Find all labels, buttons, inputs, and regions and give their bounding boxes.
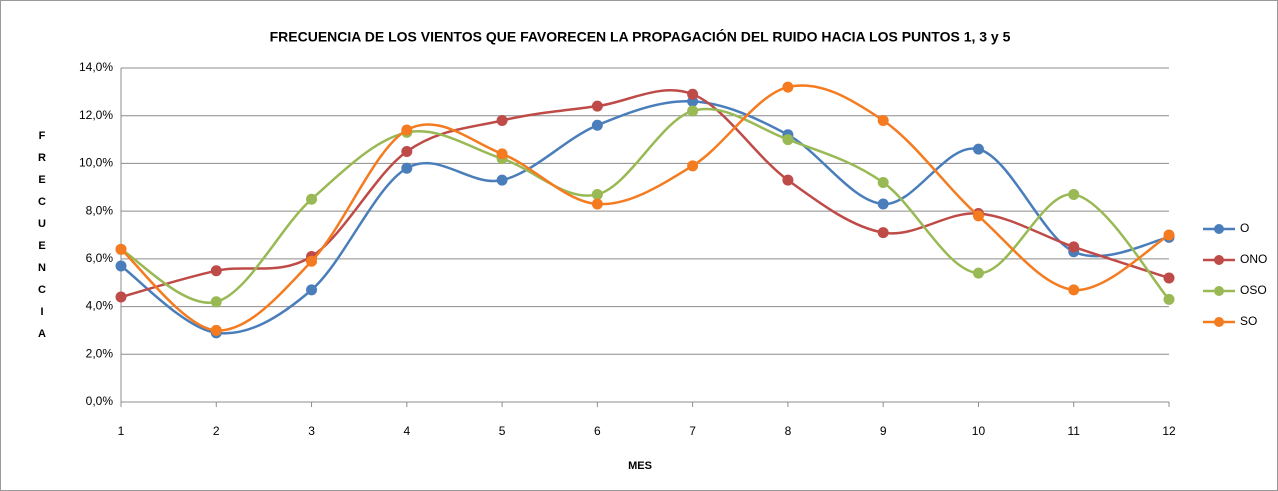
x-tick-label: 8	[785, 424, 792, 438]
data-point	[210, 265, 222, 277]
data-point	[877, 227, 889, 239]
data-point	[877, 198, 889, 210]
x-tick-label: 5	[499, 424, 506, 438]
data-point	[591, 100, 603, 112]
x-tick-label: 4	[403, 424, 410, 438]
data-point	[496, 174, 508, 186]
y-tick-label: 4,0%	[86, 299, 114, 313]
x-tick-label: 11	[1067, 424, 1080, 438]
legend-label: O	[1240, 221, 1249, 235]
x-tick-label: 10	[972, 424, 986, 438]
series-line	[120, 100, 1170, 335]
data-point	[687, 105, 699, 117]
data-point	[687, 88, 699, 100]
data-point	[115, 243, 127, 255]
data-point	[496, 148, 508, 160]
x-tick-label: 1	[118, 424, 125, 438]
data-point	[306, 255, 318, 267]
data-point	[591, 188, 603, 200]
legend-marker	[1214, 286, 1224, 296]
chart-title: FRECUENCIA DE LOS VIENTOS QUE FAVORECEN …	[270, 28, 1011, 45]
data-point	[210, 324, 222, 336]
x-tick-label: 9	[880, 424, 887, 438]
data-point	[496, 114, 508, 126]
legend-label: SO	[1240, 314, 1257, 328]
x-tick-label: 3	[308, 424, 315, 438]
data-point	[782, 174, 794, 186]
legend-marker	[1214, 317, 1224, 327]
data-point	[1163, 272, 1175, 284]
x-tick-label: 2	[213, 424, 220, 438]
y-tick-label: 14,0%	[79, 60, 113, 74]
x-tick-label: 7	[689, 424, 696, 438]
data-point	[972, 210, 984, 222]
legend-marker	[1214, 255, 1224, 265]
data-point	[115, 291, 127, 303]
data-point	[877, 114, 889, 126]
series-line	[120, 107, 1170, 304]
data-point	[401, 162, 413, 174]
series-line	[120, 84, 1170, 332]
data-point	[687, 160, 699, 172]
legend-label: ONO	[1240, 252, 1267, 266]
data-point	[1163, 293, 1175, 305]
y-axis-title: FRECUENCIA	[36, 130, 48, 350]
data-point	[877, 177, 889, 189]
data-point	[210, 296, 222, 308]
x-tick-label: 12	[1162, 424, 1176, 438]
y-tick-label: 12,0%	[79, 108, 113, 122]
data-point	[1163, 229, 1175, 241]
data-point	[1068, 241, 1080, 253]
data-point	[1068, 284, 1080, 296]
legend-label: OSO	[1240, 283, 1267, 297]
data-point	[591, 119, 603, 131]
data-point	[591, 198, 603, 210]
y-tick-label: 6,0%	[86, 251, 114, 265]
data-point	[306, 193, 318, 205]
data-point	[972, 267, 984, 279]
y-tick-label: 8,0%	[86, 203, 114, 217]
data-point	[401, 146, 413, 157]
y-tick-label: 10,0%	[79, 156, 113, 170]
x-axis-title: MES	[628, 460, 652, 472]
data-point	[306, 284, 318, 296]
data-point	[401, 124, 413, 136]
data-point	[782, 81, 794, 93]
x-tick-label: 6	[594, 424, 601, 438]
legend-marker	[1214, 224, 1224, 234]
y-tick-label: 2,0%	[86, 346, 114, 360]
data-point	[972, 143, 984, 155]
data-point	[1068, 188, 1080, 200]
y-tick-label: 0,0%	[86, 394, 114, 408]
data-point	[782, 134, 794, 146]
data-point	[115, 260, 127, 272]
